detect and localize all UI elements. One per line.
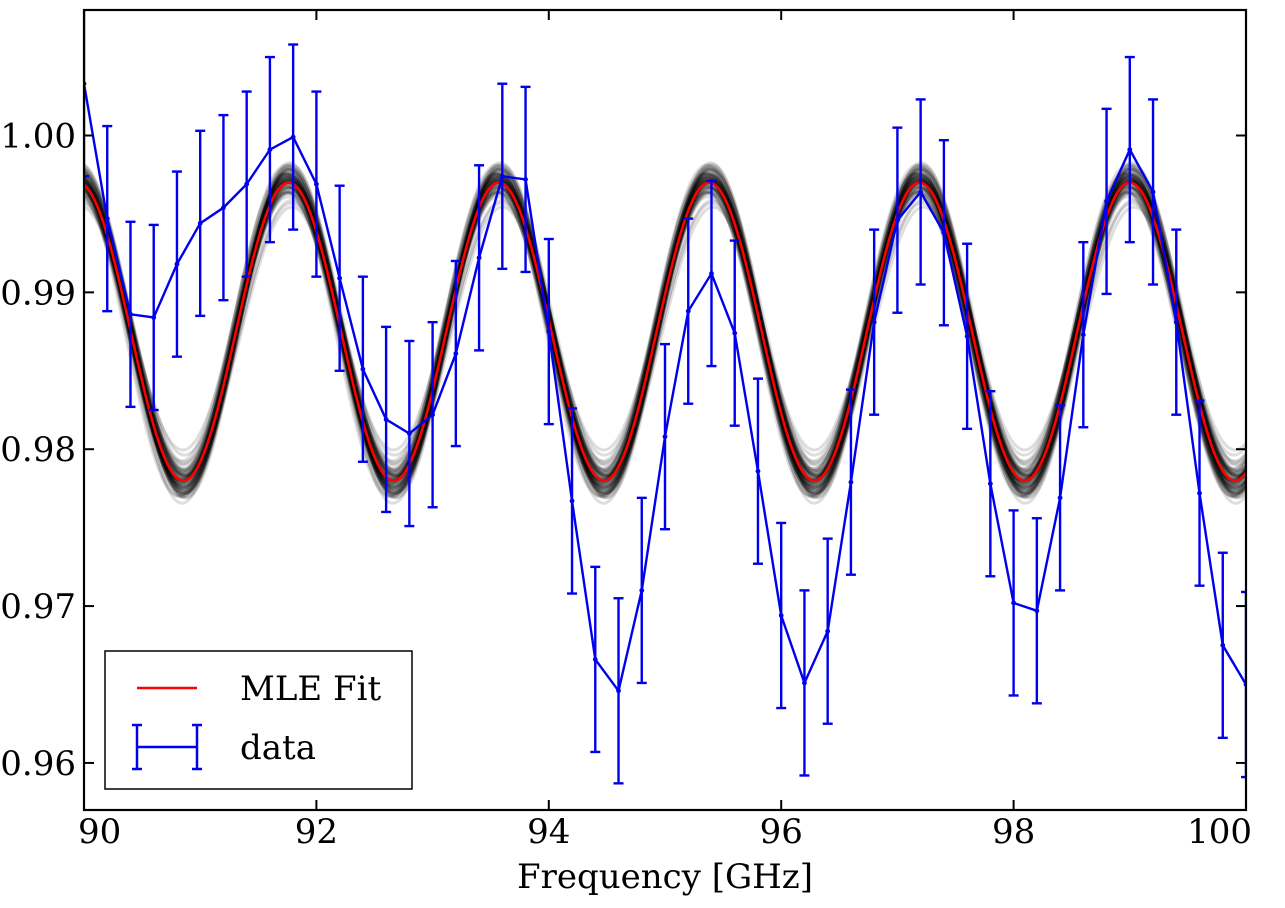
data-point [125, 220, 136, 409]
data-point [1031, 517, 1042, 705]
posterior-sample-curve [84, 172, 1246, 479]
posterior-sample-curve [84, 163, 1246, 500]
data-point [218, 113, 229, 302]
x-tick-label: 94 [527, 812, 570, 852]
data-point [543, 237, 554, 426]
posterior-sample-curve [84, 171, 1246, 471]
data-point [752, 377, 763, 565]
posterior-sample-curve [84, 179, 1246, 483]
legend-label-data: data [240, 728, 316, 768]
data-point [427, 320, 438, 509]
posterior-sample-curve [84, 190, 1246, 479]
data-point [1078, 240, 1089, 429]
data-point [1148, 98, 1159, 286]
x-tick-label: 100 [1187, 812, 1252, 852]
x-tick-label: 92 [295, 812, 338, 852]
posterior-sample-curve [84, 175, 1246, 484]
data-point [288, 43, 299, 231]
legend-frame [104, 650, 413, 790]
y-tick-label: 1.00 [0, 116, 76, 156]
data-point [171, 170, 182, 358]
data-point [381, 325, 392, 514]
data-point [241, 90, 252, 278]
data-point [660, 342, 670, 531]
x-tick-labels: 90 92 94 96 98 100 [78, 812, 1252, 852]
data-point [822, 537, 833, 725]
posterior-sample-curve [84, 199, 1246, 477]
data-point [567, 407, 578, 595]
data-point [729, 239, 740, 427]
posterior-sample-curve [84, 174, 1246, 463]
posterior-sample-curve [84, 164, 1246, 478]
posterior-sample-curve [84, 166, 1246, 482]
data-point [1055, 404, 1066, 592]
data-point [706, 179, 717, 368]
data-point [776, 521, 787, 710]
posterior-sample-curve [84, 163, 1246, 476]
mle-fit-line [84, 181, 1246, 482]
data-point [938, 138, 949, 327]
data-point [683, 217, 694, 405]
posterior-sample-curve [84, 175, 1246, 486]
y-tick-label: 0.97 [0, 587, 76, 627]
posterior-sample-curve [84, 171, 1246, 486]
x-tick-label: 90 [78, 812, 121, 852]
data-point [1124, 55, 1135, 244]
data-point [1008, 509, 1019, 697]
data-point [590, 565, 601, 754]
mle-fit-layer [84, 181, 1246, 482]
legend-swatch-data [132, 723, 202, 771]
data-series-layer [84, 10, 1246, 785]
y-tick-label: 0.98 [0, 430, 76, 470]
data-point [450, 259, 461, 448]
legend-label-mle-fit: MLE Fit [240, 669, 381, 709]
y-tick-label: 0.99 [0, 273, 76, 313]
axis-ticks [83, 10, 1247, 810]
data-point [520, 85, 531, 274]
x-axis-title: Frequency [GHz] [517, 857, 813, 897]
data-point [404, 339, 415, 528]
x-tick-label: 96 [760, 812, 803, 852]
posterior-sample-curve [84, 182, 1246, 496]
data-point [869, 228, 880, 416]
data-point [892, 126, 903, 314]
x-tick-label: 98 [992, 812, 1035, 852]
posterior-sample-curve [84, 176, 1246, 483]
posterior-sample-curve [84, 171, 1246, 488]
data-point [357, 275, 368, 463]
data-point [195, 129, 206, 318]
data-point [102, 124, 113, 313]
data-point [962, 242, 973, 431]
plot-frame [82, 8, 1248, 812]
data-point [636, 496, 647, 685]
data-point [613, 597, 624, 785]
data-point [1101, 107, 1112, 296]
y-tick-label: 0.96 [0, 744, 76, 784]
data-point [915, 98, 926, 286]
data-point [1217, 551, 1228, 740]
data-point [148, 223, 159, 412]
legend: MLE Fit data [104, 650, 413, 790]
y-tick-labels: 0.96 0.97 0.98 0.99 1.00 [0, 116, 76, 783]
data-point [799, 589, 810, 777]
data-point [1171, 228, 1182, 416]
posterior-sample-curve [84, 167, 1246, 467]
data-point [334, 184, 345, 372]
posterior-sample-curve [84, 178, 1246, 473]
data-point [985, 389, 996, 578]
data-point [497, 82, 508, 271]
posterior-sample-curve [84, 186, 1246, 452]
data-point [311, 90, 322, 278]
data-point [1194, 399, 1205, 587]
posterior-sample-curve [84, 186, 1246, 480]
posterior-sample-curve [84, 205, 1246, 478]
data-point [474, 164, 485, 352]
posterior-sample-curve [84, 175, 1246, 500]
data-point [845, 388, 856, 576]
data-point [264, 55, 275, 244]
